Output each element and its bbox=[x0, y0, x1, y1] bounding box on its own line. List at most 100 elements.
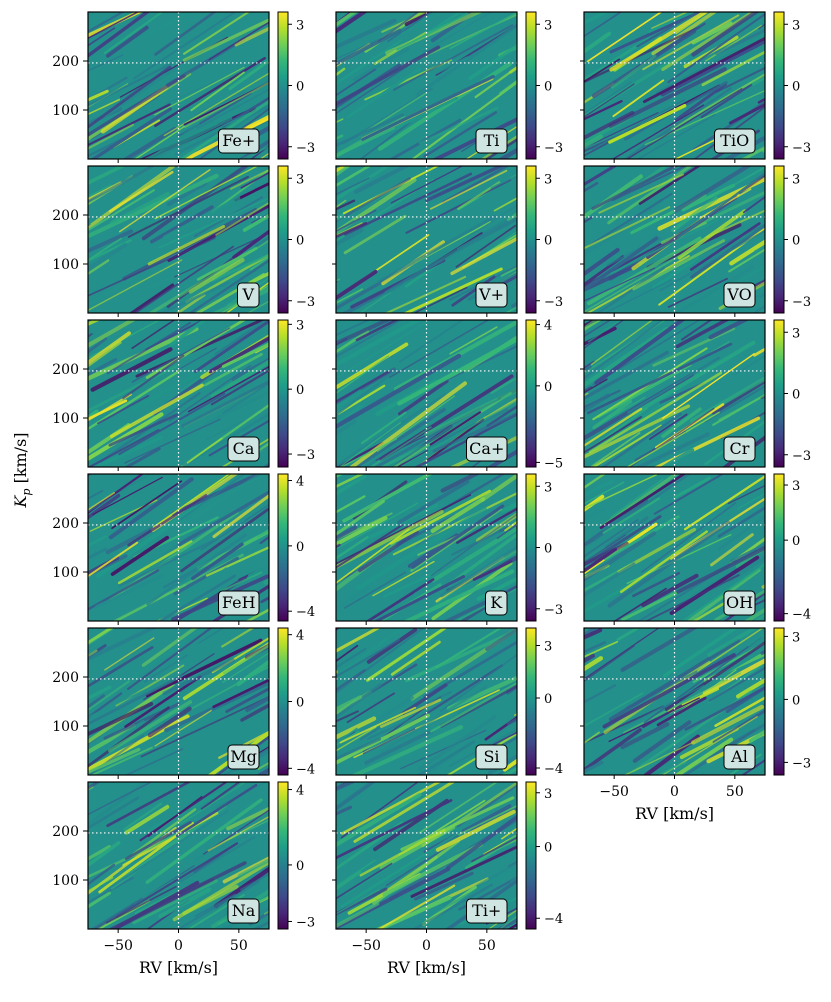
ccf-streak bbox=[336, 647, 367, 669]
colorbar-tick-label: 3 bbox=[792, 479, 800, 494]
ccf-streak bbox=[254, 236, 269, 248]
ccf-streak bbox=[396, 12, 469, 51]
ccf-streak bbox=[584, 474, 658, 510]
ccf-streak bbox=[584, 26, 701, 83]
ccf-streak bbox=[111, 480, 183, 530]
ccf-streak bbox=[88, 796, 140, 830]
colorbar-gradient bbox=[525, 11, 537, 160]
ccf-streak bbox=[158, 197, 269, 249]
ccf-streak bbox=[107, 809, 229, 890]
ccf-streak bbox=[343, 214, 407, 255]
ccf-streak bbox=[88, 782, 149, 827]
ccf-streak bbox=[88, 229, 134, 254]
ccf-streak bbox=[596, 266, 666, 313]
ccf-streak bbox=[674, 137, 719, 159]
ccf-streak bbox=[124, 628, 208, 683]
ccf-streak bbox=[674, 82, 727, 122]
ccf-streak bbox=[196, 247, 258, 281]
x-tick-label: 50 bbox=[230, 938, 248, 954]
colorbar-tick-label: −3 bbox=[792, 295, 811, 310]
ccf-streak bbox=[621, 591, 678, 621]
ccf-streak bbox=[584, 640, 619, 658]
species-label-box bbox=[475, 282, 508, 308]
ccf-streak bbox=[238, 139, 269, 159]
ccf-streak bbox=[133, 245, 235, 313]
ccf-streak bbox=[365, 578, 435, 621]
colorbar-tick-label: 3 bbox=[544, 640, 552, 655]
ccf-streak bbox=[223, 644, 269, 675]
colorbar-tick-label: 4 bbox=[296, 475, 304, 490]
colorbar: 3 0 −3 bbox=[525, 165, 563, 314]
ccf-streak bbox=[591, 424, 663, 467]
ccf-streak bbox=[88, 54, 124, 72]
colorbar-tick-label: 0 bbox=[792, 534, 800, 549]
ccf-streak bbox=[88, 692, 123, 720]
ccf-streak bbox=[584, 494, 605, 513]
ccf-streak bbox=[37, 689, 83, 720]
ccf-streak bbox=[708, 666, 765, 702]
colorbar-tick-label: 3 bbox=[544, 480, 552, 495]
ccf-streak bbox=[430, 497, 486, 534]
ccf-streak bbox=[153, 112, 251, 159]
ccf-streak bbox=[190, 71, 245, 112]
ccf-streak bbox=[493, 197, 517, 212]
colorbar-tick-label: −5 bbox=[544, 456, 563, 471]
ccf-streak bbox=[684, 686, 765, 731]
ccf-streak bbox=[377, 12, 420, 43]
ccf-streak bbox=[147, 258, 241, 313]
ccf-streak bbox=[205, 390, 269, 425]
ccf-streak bbox=[733, 264, 765, 286]
species-label: Fe+ bbox=[222, 131, 255, 150]
ccf-streak bbox=[88, 358, 118, 377]
species-label-box bbox=[723, 744, 756, 770]
ccf-streak bbox=[632, 720, 692, 763]
ccf-streak bbox=[203, 809, 269, 855]
ccf-streak bbox=[490, 376, 517, 394]
ccf-streak bbox=[476, 577, 517, 601]
ccf-streak bbox=[584, 100, 623, 121]
ccf-streak bbox=[490, 174, 517, 189]
ccf-streak bbox=[211, 253, 269, 282]
ccf-streak bbox=[122, 812, 219, 867]
ccf-streak bbox=[336, 28, 402, 66]
ccf-streak bbox=[88, 547, 108, 560]
ccf-streak bbox=[232, 229, 269, 259]
ccf-streak bbox=[154, 12, 217, 56]
species-label: Ca bbox=[233, 439, 255, 458]
ccf-streak bbox=[88, 27, 116, 47]
ccf-streak bbox=[88, 841, 121, 868]
ccf-streak bbox=[584, 645, 635, 682]
colorbar-gradient bbox=[773, 319, 785, 468]
panel-feh: FeH 100 200 4 0 −4 bbox=[52, 473, 315, 625]
y-tick-label: 200 bbox=[52, 516, 79, 532]
colorbar-tick-label: 0 bbox=[544, 380, 552, 395]
ccf-streak bbox=[336, 525, 358, 541]
ccf-streak bbox=[336, 404, 364, 425]
ccf-streak bbox=[145, 638, 263, 698]
colorbar-tick-label: 0 bbox=[792, 693, 800, 708]
ccf-streak bbox=[88, 891, 111, 909]
ccf-streak bbox=[336, 355, 390, 394]
ccf-streak bbox=[584, 515, 662, 567]
ccf-streak bbox=[221, 628, 255, 648]
ccf-streak bbox=[390, 166, 464, 204]
ccf-streak bbox=[88, 123, 135, 150]
panel-na: Na 100 200 −50 0 50 RV [km/s] 4 0 −3 bbox=[52, 781, 315, 977]
ccf-streak bbox=[336, 512, 393, 541]
ccf-streak bbox=[612, 79, 665, 118]
ccf-streak bbox=[708, 320, 749, 340]
ccf-streak bbox=[231, 357, 269, 381]
ccf-streak bbox=[670, 73, 765, 130]
ccf-streak bbox=[336, 320, 402, 358]
ccf-streak bbox=[398, 320, 465, 363]
ccf-streak bbox=[88, 337, 108, 354]
ccf-streak bbox=[410, 845, 517, 898]
ccf-streak bbox=[693, 105, 765, 159]
ccf-streak bbox=[88, 723, 137, 755]
ccf-streak bbox=[636, 113, 716, 159]
ccf-streak bbox=[740, 145, 765, 159]
ccf-streak bbox=[234, 182, 269, 202]
ccf-streak bbox=[705, 209, 765, 239]
ccf-streak bbox=[88, 680, 131, 712]
ccf-streak bbox=[405, 178, 512, 234]
